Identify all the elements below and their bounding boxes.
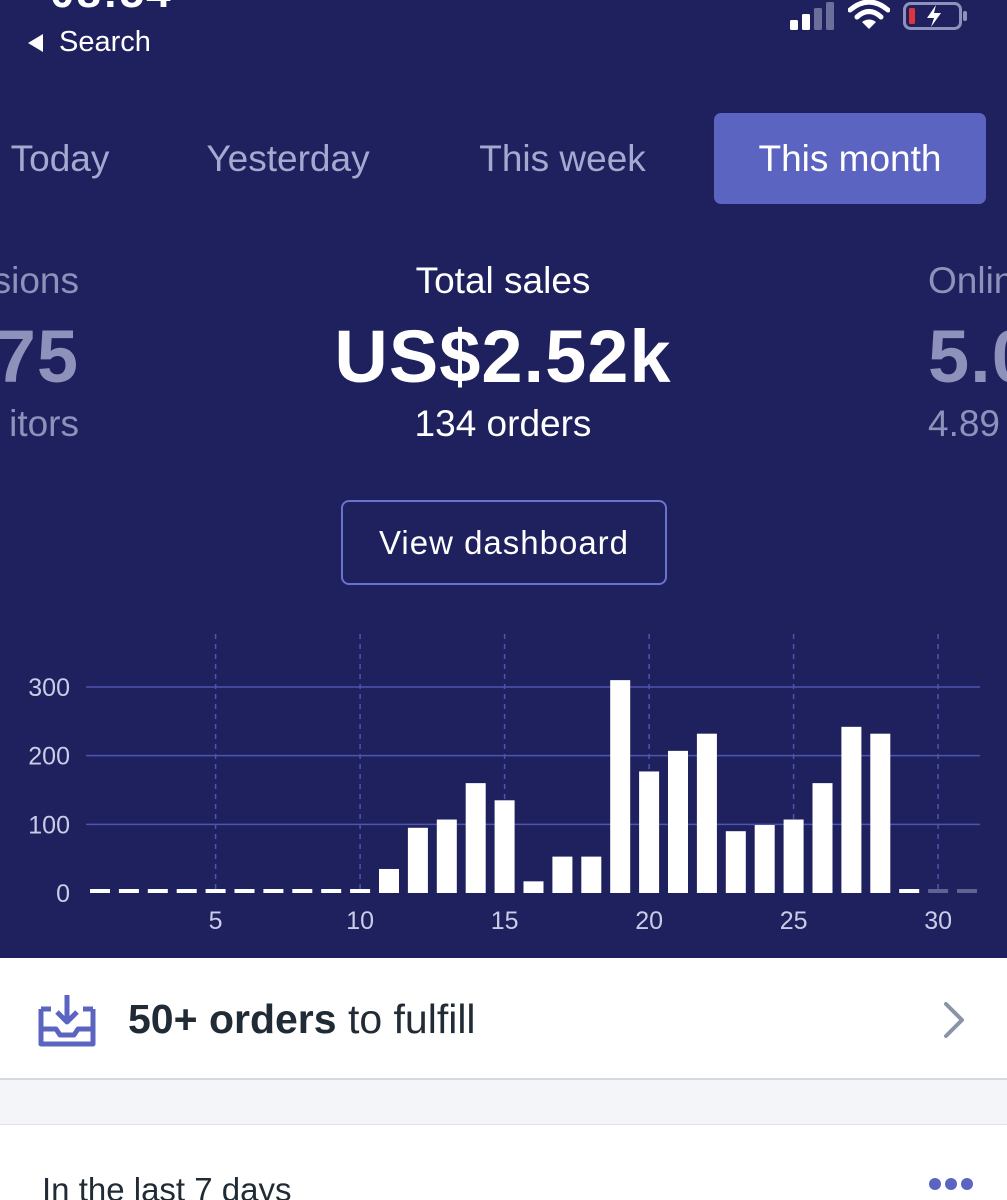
bar-day-9[interactable]: [321, 889, 342, 893]
x-tick-label: 5: [209, 907, 223, 935]
bar-day-15[interactable]: [494, 800, 515, 893]
back-triangle-icon: [28, 33, 43, 52]
x-tick-label: 15: [491, 907, 519, 935]
y-tick-label: 300: [28, 674, 70, 702]
x-tick-label: 30: [924, 907, 952, 935]
orders-to-fulfill-row[interactable]: 50+ orders to fulfill: [0, 958, 1007, 1080]
tab-yesterday[interactable]: Yesterday: [206, 137, 370, 179]
battery-charging-icon: [903, 2, 967, 30]
sessions-label: sions: [0, 260, 79, 301]
bar-day-3[interactable]: [147, 889, 168, 893]
bar-day-29[interactable]: [899, 889, 920, 893]
bar-day-30[interactable]: [928, 889, 949, 893]
y-tick-label: 0: [56, 880, 70, 908]
bar-day-14[interactable]: [465, 783, 486, 893]
online-store-sub: 4.89: [928, 403, 1001, 444]
tab-this-week[interactable]: This week: [479, 137, 646, 179]
bar-day-27[interactable]: [841, 726, 862, 893]
status-time: 08:54: [50, 0, 173, 18]
wifi-icon: [848, 0, 890, 29]
tab-this-month[interactable]: This month: [714, 113, 986, 204]
bar-day-4[interactable]: [176, 889, 197, 893]
x-tick-label: 25: [780, 907, 808, 935]
sessions-metric[interactable]: sions 75 itors: [0, 260, 79, 445]
bar-day-13[interactable]: [436, 819, 457, 893]
inbox-download-icon: [38, 995, 96, 1047]
orders-to-fulfill-text: 50+ orders to fulfill: [128, 996, 476, 1043]
bar-day-28[interactable]: [870, 733, 891, 893]
bar-day-24[interactable]: [754, 825, 775, 893]
bar-day-12[interactable]: [407, 827, 428, 893]
view-dashboard-button[interactable]: View dashboard: [341, 500, 667, 585]
total-orders: 134 orders: [414, 403, 592, 444]
bar-day-11[interactable]: [379, 868, 399, 893]
last-7-days-card: In the last 7 days: [0, 1124, 1007, 1200]
bar-day-20[interactable]: [639, 771, 660, 893]
back-label: Search: [59, 26, 151, 58]
online-store-value: 5.0: [928, 315, 1007, 398]
bar-day-16[interactable]: [523, 881, 544, 893]
card-title: In the last 7 days: [42, 1171, 292, 1200]
bar-day-19[interactable]: [610, 680, 631, 893]
online-store-metric[interactable]: Onlin 5.0 4.89: [928, 260, 1007, 445]
online-store-label: Onlin: [928, 260, 1007, 301]
back-to-search-button[interactable]: Search: [28, 26, 151, 59]
orders-count: 50+ orders: [128, 996, 337, 1042]
bar-day-23[interactable]: [725, 831, 746, 893]
chevron-right-icon: [944, 1002, 964, 1038]
bar-day-26[interactable]: [812, 783, 833, 893]
analytics-hero: 08:54 Search Today Yesterday This week T…: [0, 0, 1007, 958]
bar-day-17[interactable]: [552, 856, 573, 893]
total-sales-metric: Total sales US$2.52k 134 orders: [253, 260, 753, 445]
x-tick-label: 20: [635, 907, 663, 935]
tab-today[interactable]: Today: [10, 137, 110, 179]
bar-day-21[interactable]: [668, 750, 688, 893]
x-tick-label: 10: [346, 907, 374, 935]
bar-day-5[interactable]: [205, 889, 226, 893]
total-sales-value: US$2.52k: [334, 315, 672, 398]
y-tick-label: 100: [28, 811, 70, 839]
bar-day-6[interactable]: [234, 889, 255, 893]
bar-day-25[interactable]: [783, 819, 804, 893]
total-sales-label: Total sales: [415, 260, 591, 301]
bar-day-31[interactable]: [957, 889, 977, 893]
sessions-sub: itors: [9, 403, 79, 444]
bar-day-10[interactable]: [350, 889, 371, 893]
sessions-value: 75: [0, 315, 79, 398]
y-tick-label: 200: [28, 743, 70, 771]
bar-day-2[interactable]: [118, 889, 139, 893]
cellular-signal-icon: [790, 2, 834, 30]
bar-day-8[interactable]: [292, 889, 313, 893]
bar-day-7[interactable]: [263, 889, 284, 893]
bar-day-22[interactable]: [696, 733, 717, 893]
bar-day-18[interactable]: [581, 856, 602, 893]
more-options-icon[interactable]: [928, 1177, 974, 1191]
orders-suffix: to fulfill: [336, 996, 476, 1042]
bar-day-1[interactable]: [90, 889, 110, 893]
